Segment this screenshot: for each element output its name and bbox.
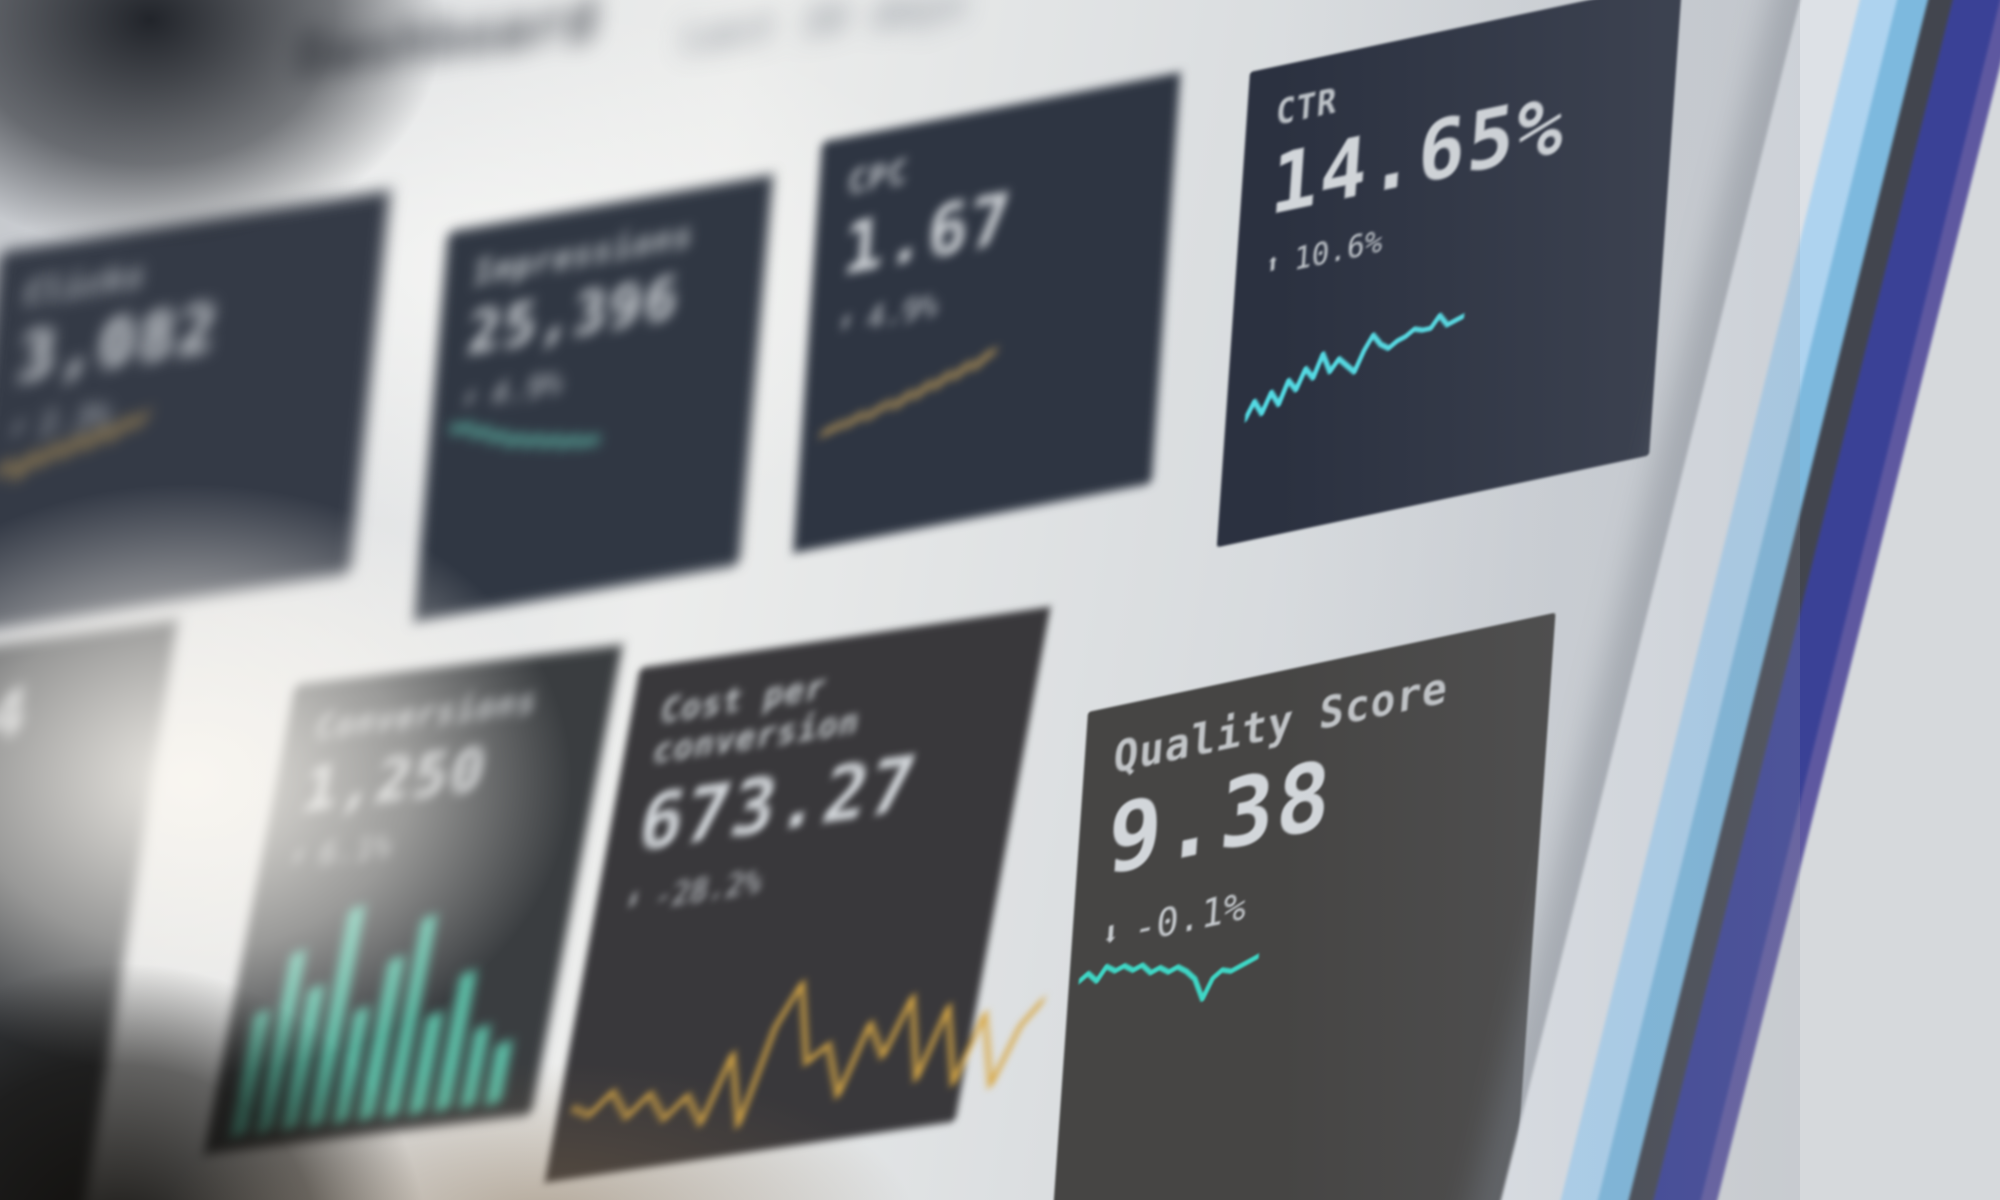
up-arrow-icon: ⬆ bbox=[837, 305, 855, 340]
up-arrow-icon: ⬆ bbox=[1264, 247, 1282, 282]
sparkline-ctr bbox=[1244, 292, 1466, 429]
tile-quality-score[interactable]: Quality Score 9.38 ⬇ -0.1% bbox=[1045, 612, 1556, 1200]
down-arrow-icon: ⬇ bbox=[622, 883, 644, 918]
bar-chart-conversions bbox=[230, 884, 544, 1137]
tile-impressions[interactable]: Impressions 25,396 ⬇ 4.9% bbox=[413, 174, 773, 622]
up-arrow-icon: ⬆ bbox=[287, 840, 309, 874]
change-value: 4.9% bbox=[865, 287, 940, 338]
change-value: 6.1% bbox=[315, 827, 395, 873]
tile-cpc[interactable]: CPC 1.67 ⬆ 4.9% bbox=[793, 72, 1181, 554]
change-value: -28.2% bbox=[651, 863, 766, 917]
tile-clicks[interactable]: Clicks 3,082 ⬆ 2.3% bbox=[0, 190, 391, 636]
down-arrow-icon: ⬇ bbox=[1099, 912, 1122, 956]
sparkline-cpc bbox=[820, 336, 997, 442]
tile-ctr[interactable]: CTR 14.65% ⬆ 10.6% bbox=[1216, 0, 1683, 548]
metric-value: 84 bbox=[0, 674, 35, 763]
sparkline-quality-score bbox=[1075, 918, 1261, 1033]
change-value: 10.6% bbox=[1292, 223, 1384, 279]
bar bbox=[485, 1041, 513, 1105]
